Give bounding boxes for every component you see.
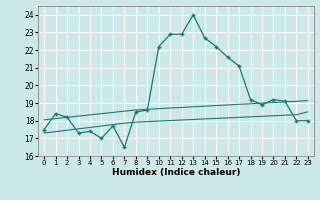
X-axis label: Humidex (Indice chaleur): Humidex (Indice chaleur) xyxy=(112,168,240,177)
